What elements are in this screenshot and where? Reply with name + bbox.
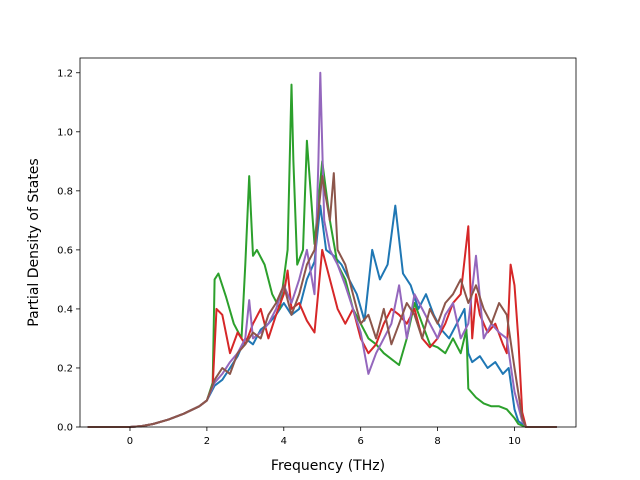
y-axis-label: Partial Density of States <box>26 158 42 326</box>
x-axis-ticks: 0 2 4 6 8 10 <box>127 427 521 447</box>
series-line-5 <box>87 172 557 428</box>
series-lines <box>87 71 557 428</box>
y-tick-label: 0.8 <box>57 186 73 197</box>
x-axis-label: Frequency (THz) <box>271 458 385 474</box>
y-tick-label: 0.4 <box>57 304 73 315</box>
x-tick-label: 2 <box>204 436 210 447</box>
y-tick-label: 1.2 <box>57 68 73 79</box>
series-line-2 <box>87 83 557 428</box>
y-tick-label: 0.2 <box>57 363 73 374</box>
x-tick-label: 4 <box>281 436 287 447</box>
x-tick-label: 10 <box>508 436 521 447</box>
plot-frame <box>79 57 577 428</box>
x-tick-label: 0 <box>127 436 133 447</box>
x-tick-label: 8 <box>434 436 440 447</box>
x-tick-label: 6 <box>357 436 363 447</box>
series-line-4 <box>87 71 557 428</box>
y-tick-label: 1.0 <box>57 127 73 138</box>
y-axis-ticks: 0.0 0.2 0.4 0.6 0.8 1.0 1.2 <box>57 68 80 434</box>
y-tick-label: 0.6 <box>57 245 73 256</box>
y-tick-label: 0.0 <box>57 423 73 434</box>
